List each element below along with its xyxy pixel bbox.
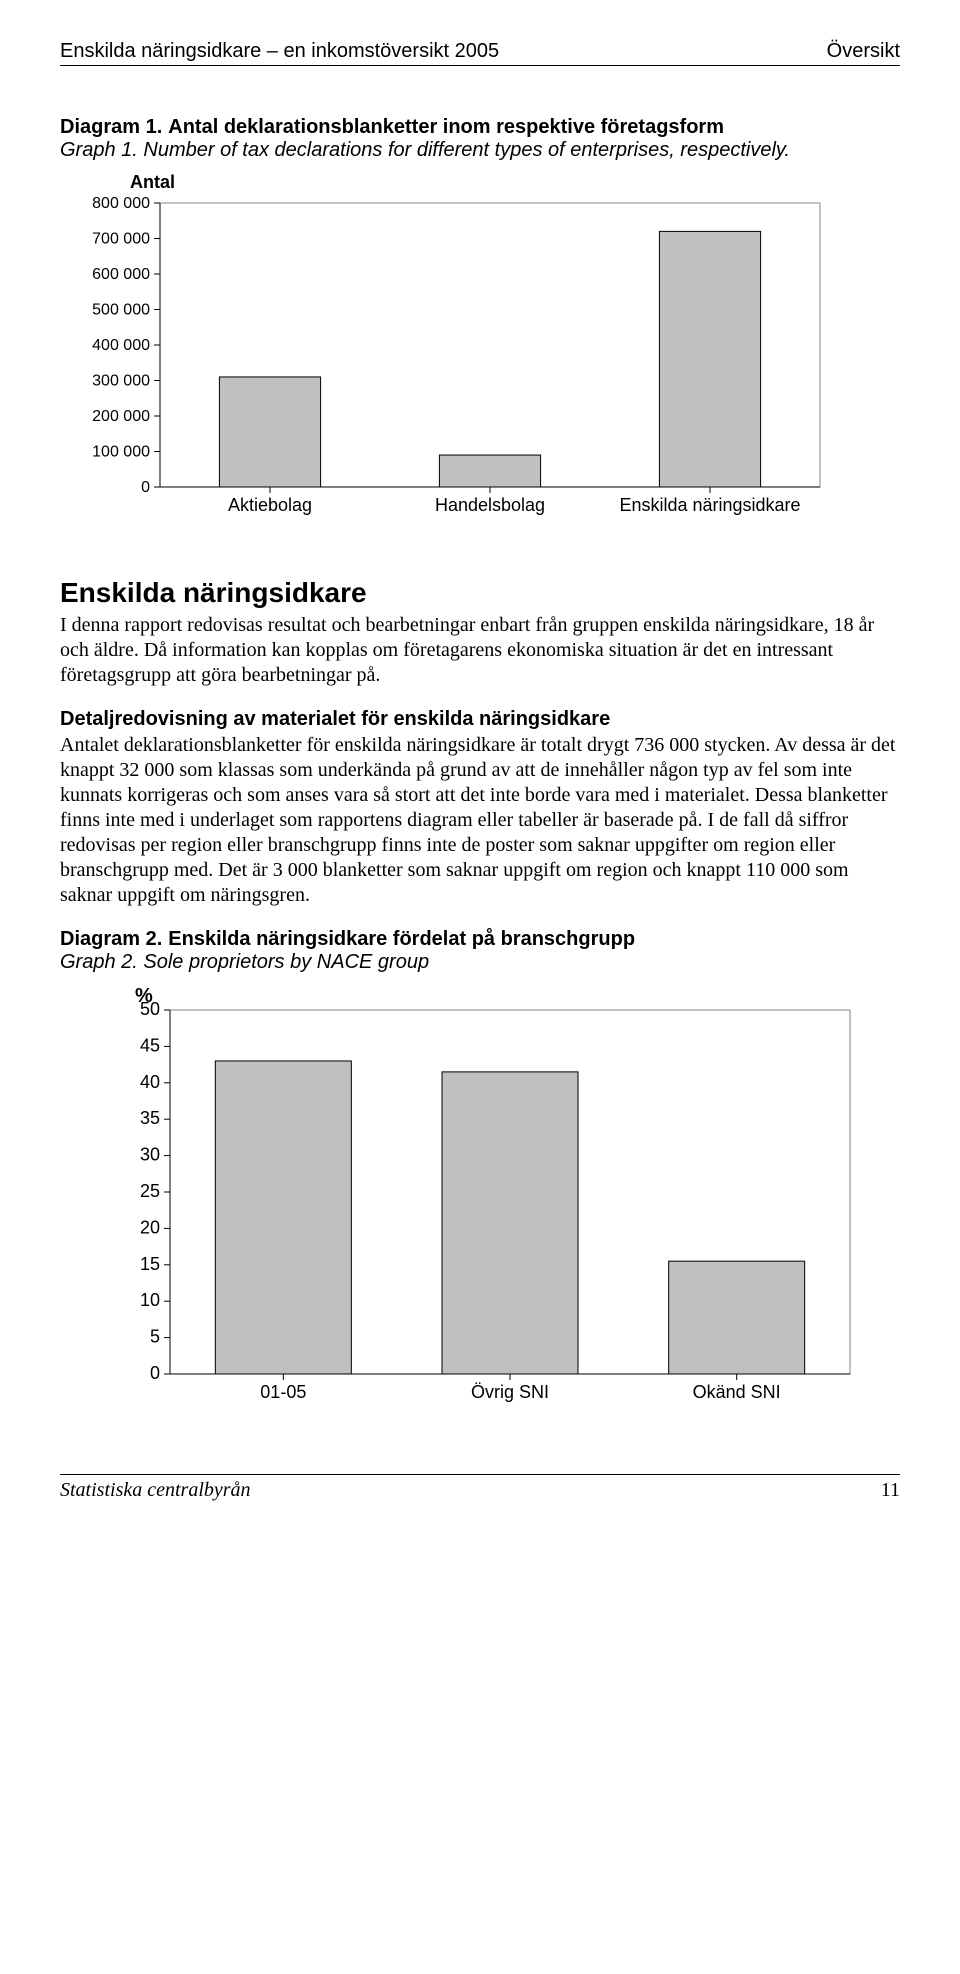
- section1-heading: Enskilda näringsidkare: [60, 577, 900, 609]
- svg-text:0: 0: [150, 1363, 160, 1383]
- svg-text:700 000: 700 000: [92, 231, 150, 248]
- diagram1-chart: Antal 0 100 000 200 000 300 000 400 000 500 0…: [70, 172, 900, 527]
- diagram2-svg: 0510152025303540455001-05Övrig SNIOkänd …: [100, 984, 860, 1414]
- diagram1-subtitle: Graph 1. Number of tax declarations for …: [60, 139, 900, 162]
- svg-text:200 000: 200 000: [92, 408, 150, 425]
- svg-text:30: 30: [140, 1145, 160, 1165]
- header-right: Översikt: [827, 40, 900, 63]
- svg-text:01-05: 01-05: [260, 1382, 306, 1402]
- svg-text:100 000: 100 000: [92, 444, 150, 461]
- svg-text:0: 0: [141, 479, 150, 496]
- svg-text:20: 20: [140, 1217, 160, 1237]
- diagram1-ylabel: Antal: [130, 172, 900, 193]
- svg-text:400 000: 400 000: [92, 337, 150, 354]
- svg-text:10: 10: [140, 1290, 160, 1310]
- header-left: Enskilda näringsidkare – en inkomstövers…: [60, 40, 499, 63]
- svg-text:45: 45: [140, 1035, 160, 1055]
- diagram2-title-bold: Diagram 2.: [60, 928, 162, 951]
- svg-text:5: 5: [150, 1327, 160, 1347]
- svg-text:800 000: 800 000: [92, 197, 150, 212]
- svg-text:Övrig SNI: Övrig SNI: [471, 1382, 549, 1402]
- page-header: Enskilda näringsidkare – en inkomstövers…: [60, 40, 900, 66]
- footer-right: 11: [881, 1479, 900, 1502]
- diagram2-title-rest: Enskilda näringsidkare fördelat på brans…: [168, 928, 635, 951]
- diagram2-title-block: Diagram 2. Enskilda näringsidkare fördel…: [60, 928, 900, 974]
- diagram1-title-bold: Diagram 1.: [60, 116, 162, 139]
- svg-text:500 000: 500 000: [92, 302, 150, 319]
- diagram1-title-rest: Antal deklarationsblanketter inom respek…: [168, 116, 724, 139]
- diagram1-title-block: Diagram 1. Antal deklarationsblanketter …: [60, 116, 900, 162]
- svg-text:25: 25: [140, 1181, 160, 1201]
- footer-left: Statistiska centralbyrån: [60, 1479, 251, 1502]
- section2-heading: Detaljredovisning av materialet för ensk…: [60, 708, 900, 731]
- svg-text:Aktiebolag: Aktiebolag: [228, 495, 312, 515]
- svg-text:Handelsbolag: Handelsbolag: [435, 495, 545, 515]
- page-footer: Statistiska centralbyrån 11: [60, 1474, 900, 1502]
- svg-text:Enskilda näringsidkare: Enskilda näringsidkare: [619, 495, 800, 515]
- diagram2-subtitle: Graph 2. Sole proprietors by NACE group: [60, 951, 900, 974]
- svg-text:Okänd SNI: Okänd SNI: [693, 1382, 781, 1402]
- diagram2-chart: 0510152025303540455001-05Övrig SNIOkänd …: [100, 984, 900, 1414]
- section2-body: Antalet deklarationsblanketter för enski…: [60, 733, 900, 908]
- svg-text:300 000: 300 000: [92, 373, 150, 390]
- svg-text:15: 15: [140, 1254, 160, 1274]
- svg-text:600 000: 600 000: [92, 266, 150, 283]
- section1-body: I denna rapport redovisas resultat och b…: [60, 613, 900, 688]
- svg-text:%: %: [135, 985, 153, 1007]
- diagram1-svg: 0 100 000 200 000 300 000 400 000 500 000 600 …: [70, 197, 830, 527]
- svg-text:40: 40: [140, 1072, 160, 1092]
- svg-text:35: 35: [140, 1108, 160, 1128]
